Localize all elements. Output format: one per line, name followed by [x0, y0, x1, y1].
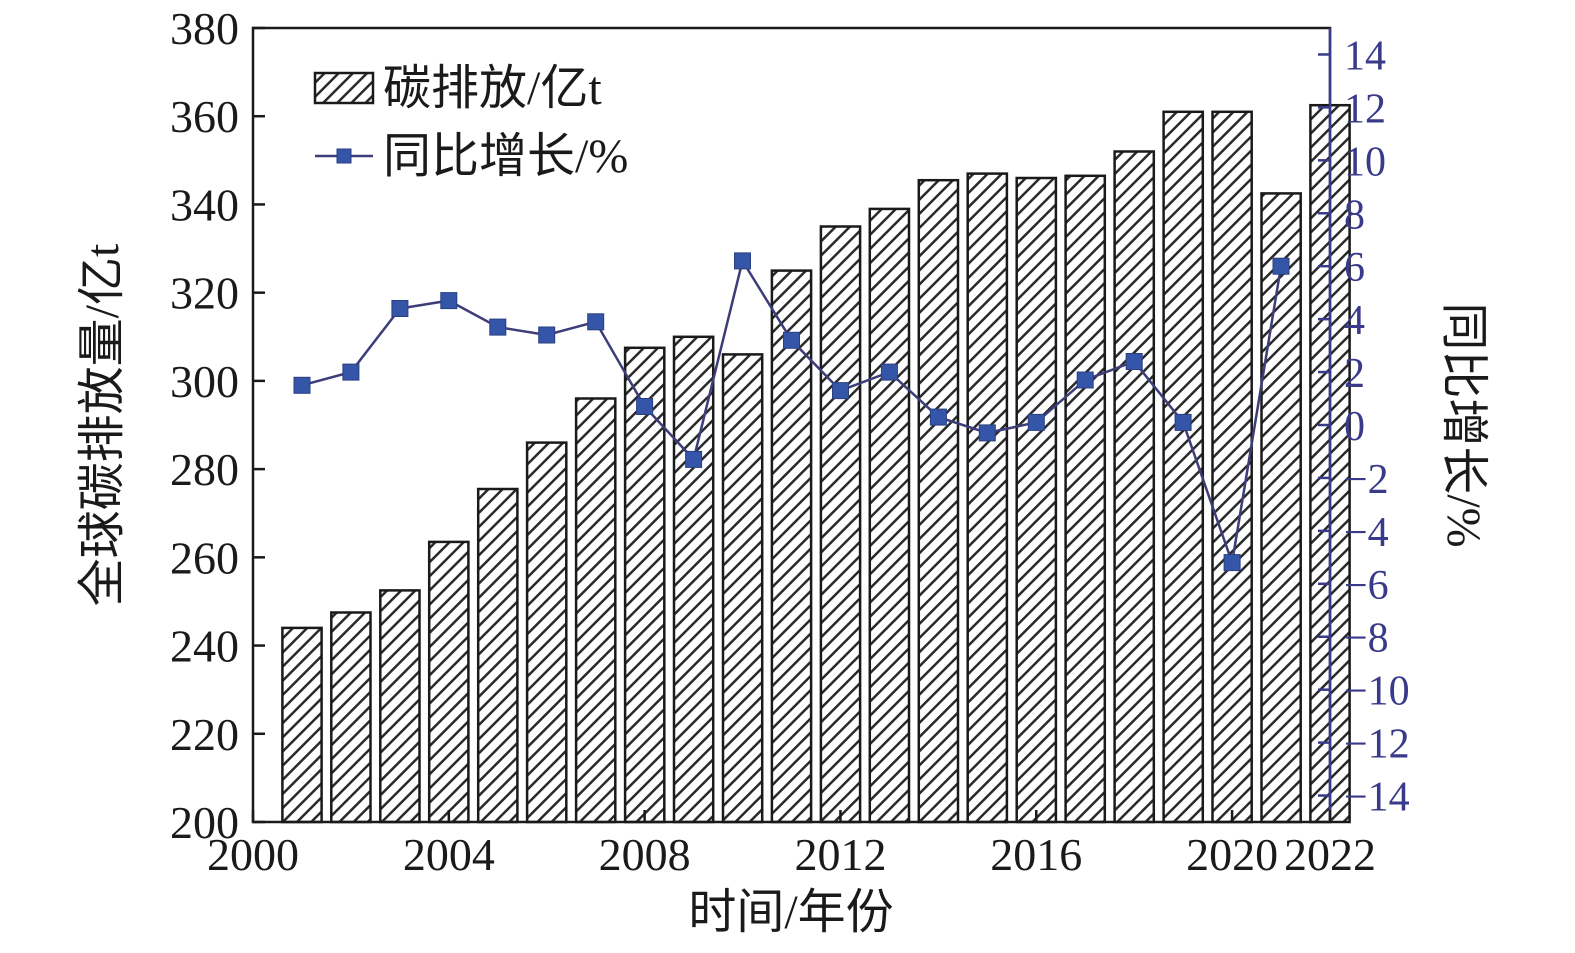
growth-marker — [1224, 555, 1240, 571]
growth-marker — [1273, 258, 1289, 274]
bar — [1115, 152, 1154, 823]
y-tick-label: 260 — [170, 532, 239, 583]
bar — [576, 399, 615, 823]
y-tick-label: 360 — [170, 91, 239, 142]
legend: 碳排放/亿t 同比增长/% — [315, 62, 628, 183]
y-tick-label: 220 — [170, 709, 239, 760]
y2-tick-label: 10 — [1344, 139, 1386, 185]
bar — [1017, 178, 1056, 822]
x-tick-label: 2022 — [1284, 829, 1376, 880]
x-tick-label: 2004 — [403, 829, 495, 880]
bar — [1066, 176, 1105, 822]
y-tick-label: 320 — [170, 268, 239, 319]
y2-tick-label: −6 — [1344, 563, 1389, 609]
y2-tick-label: 8 — [1344, 192, 1365, 238]
growth-marker — [735, 253, 751, 269]
y2-tick-label: 4 — [1344, 298, 1365, 344]
growth-marker — [588, 314, 604, 330]
bar — [625, 348, 664, 822]
bar — [1164, 112, 1203, 822]
y2-tick-label: 0 — [1344, 404, 1365, 450]
growth-marker — [1077, 372, 1093, 388]
y2-tick-label: −14 — [1344, 775, 1410, 821]
growth-marker — [637, 399, 653, 415]
y-tick-label: 240 — [170, 621, 239, 672]
y2-tick-label: −4 — [1344, 510, 1389, 556]
y-tick-label: 340 — [170, 179, 239, 230]
y-axis-title: 全球碳排放量/亿t — [76, 243, 129, 606]
x-tick-label: 2012 — [794, 829, 886, 880]
y2-tick-label: −8 — [1344, 616, 1389, 662]
growth-marker — [539, 327, 555, 343]
legend-line-marker — [337, 149, 351, 163]
x-tick-label: 2008 — [599, 829, 691, 880]
bar — [821, 227, 860, 823]
growth-marker — [833, 383, 849, 399]
bar — [282, 628, 321, 822]
bar — [527, 443, 566, 822]
growth-marker — [1028, 414, 1044, 430]
legend-line-label: 同比增长/% — [383, 130, 628, 183]
bar — [723, 354, 762, 822]
y2-tick-label: 14 — [1344, 33, 1386, 79]
bar — [429, 542, 468, 822]
y-tick-label: 280 — [170, 444, 239, 495]
bar — [968, 174, 1007, 822]
x-tick-label: 2016 — [990, 829, 1082, 880]
bar-series — [282, 105, 1349, 822]
y2-tick-label: 6 — [1344, 245, 1365, 291]
bar — [331, 613, 370, 823]
growth-marker — [930, 409, 946, 425]
y2-axis-title: 同比增长/% — [1437, 302, 1490, 547]
bar — [1213, 112, 1252, 822]
growth-marker — [392, 301, 408, 317]
bar — [674, 337, 713, 822]
bar — [478, 489, 517, 822]
y2-tick-label: −2 — [1344, 457, 1389, 503]
growth-marker — [441, 293, 457, 309]
x-tick-label: 2020 — [1186, 829, 1278, 880]
y2-tick-label: −12 — [1344, 722, 1410, 768]
growth-marker — [784, 332, 800, 348]
x-axis-title: 时间/年份 — [688, 886, 893, 939]
bar — [919, 180, 958, 822]
growth-marker — [1175, 414, 1191, 430]
bar — [1262, 193, 1301, 822]
legend-bar-label: 碳排放/亿t — [383, 62, 602, 115]
growth-marker — [1126, 354, 1142, 370]
growth-marker — [343, 364, 359, 380]
y2-tick-label: −10 — [1344, 669, 1410, 715]
legend-bar-swatch — [315, 73, 373, 103]
growth-marker — [490, 319, 506, 335]
bar — [380, 590, 419, 822]
y2-tick-label: 2 — [1344, 351, 1365, 397]
x-tick-label: 2000 — [207, 829, 299, 880]
bar — [870, 209, 909, 822]
growth-marker — [979, 425, 995, 441]
y-tick-label: 300 — [170, 356, 239, 407]
y2-tick-label: 12 — [1344, 86, 1386, 132]
growth-marker — [294, 377, 310, 393]
growth-marker — [881, 364, 897, 380]
y-tick-label: 380 — [170, 3, 239, 54]
growth-marker — [686, 451, 702, 467]
